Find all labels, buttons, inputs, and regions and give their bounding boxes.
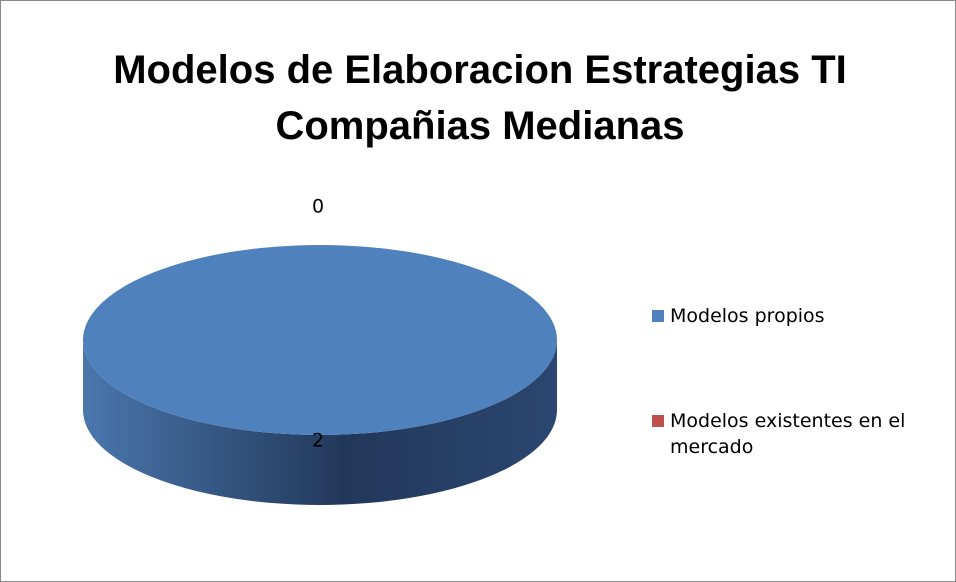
legend-swatch	[652, 415, 664, 427]
legend-item: Modelos propios	[652, 303, 952, 329]
legend-label: Modelos existentes en el mercado	[670, 410, 906, 458]
legend-swatch	[652, 310, 664, 322]
slice-side	[83, 340, 557, 505]
data-label: 0	[312, 196, 324, 218]
legend-item: Modelos existentes en el mercado	[652, 408, 952, 460]
slice	[83, 245, 557, 435]
legend-label: Modelos propios	[670, 305, 825, 327]
data-label: 2	[312, 429, 324, 451]
chart-title: Modelos de Elaboracion Estrategias TI Co…	[113, 48, 847, 148]
